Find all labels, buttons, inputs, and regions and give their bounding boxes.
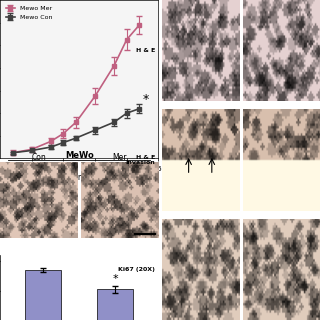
Title: Mer: Mer	[113, 153, 127, 162]
Legend: Mewo Mer, Mewo Con: Mewo Mer, Mewo Con	[3, 3, 55, 22]
Text: *: *	[112, 274, 118, 284]
Text: *: *	[143, 93, 149, 106]
Bar	[97, 289, 133, 320]
Text: H & E
Invasion: H & E Invasion	[125, 155, 155, 165]
Bar	[25, 270, 61, 320]
Title: Con: Con	[31, 153, 46, 162]
X-axis label: Days After Injection: Days After Injection	[42, 173, 117, 182]
Text: Ki67 (20X): Ki67 (20X)	[118, 267, 155, 272]
Text: H & E: H & E	[136, 48, 155, 53]
Text: MeWo: MeWo	[65, 151, 93, 160]
